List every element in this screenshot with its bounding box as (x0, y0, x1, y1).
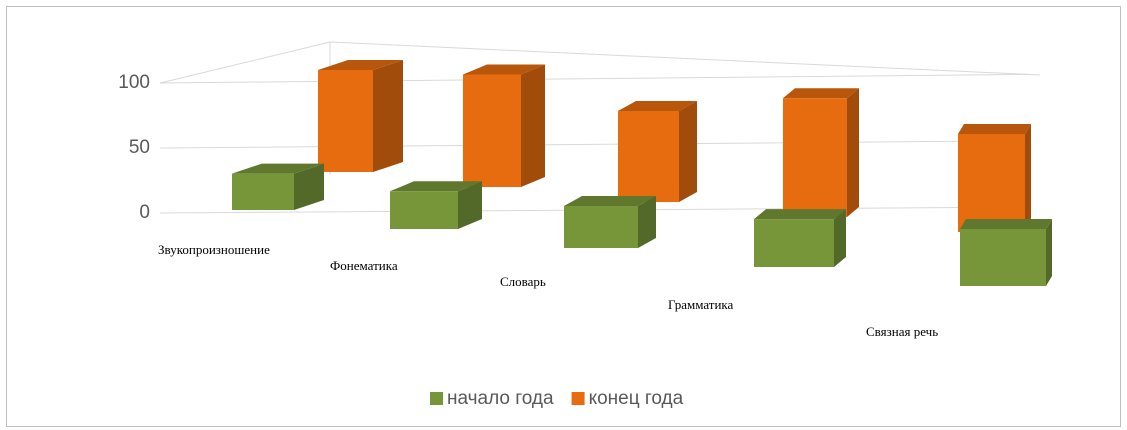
bar-top (754, 209, 846, 220)
bar-top (958, 124, 1031, 134)
bar (232, 173, 294, 210)
y-tick-label: 100 (118, 72, 150, 93)
bar (958, 134, 1025, 232)
bar (783, 98, 847, 217)
chart-border (6, 6, 1121, 427)
bar-side (1046, 219, 1052, 286)
bar-top (390, 181, 482, 192)
grid-line (159, 140, 1031, 149)
legend-label: конец года (589, 388, 684, 409)
bar (960, 229, 1046, 286)
bar-top (783, 88, 859, 99)
bar-side (1025, 124, 1031, 232)
x-tick-label: Связная речь (866, 324, 938, 339)
y-tick-label: 50 (129, 137, 150, 158)
bar-side (638, 196, 656, 248)
bar-top (960, 219, 1052, 229)
bar (463, 74, 521, 187)
legend-swatch (571, 392, 585, 405)
x-tick-label: Фонематика (330, 258, 398, 273)
bar-top (618, 101, 697, 111)
legend-swatch (430, 392, 443, 405)
legend-label: начало года (447, 388, 554, 409)
bar-side (521, 64, 545, 187)
bar-top (463, 64, 545, 75)
x-tick-label: Грамматика (668, 297, 734, 312)
grid-line (159, 73, 1031, 84)
y-tick-label: 0 (139, 202, 150, 223)
bar (754, 219, 834, 267)
bar-side (373, 60, 403, 172)
x-tick-label: Звукопроизношение (158, 242, 270, 257)
bar-side (294, 163, 324, 210)
bar-side (834, 209, 846, 267)
bar (390, 191, 458, 229)
bar (618, 111, 679, 202)
bar-top (232, 163, 324, 174)
bar-top (318, 60, 403, 70)
x-tick-label: Словарь (500, 274, 546, 289)
bar-side (458, 181, 482, 229)
bar (564, 206, 638, 248)
bar (318, 70, 373, 172)
bar-side (679, 101, 697, 202)
bar-side (847, 88, 859, 217)
bar-top (564, 196, 656, 206)
